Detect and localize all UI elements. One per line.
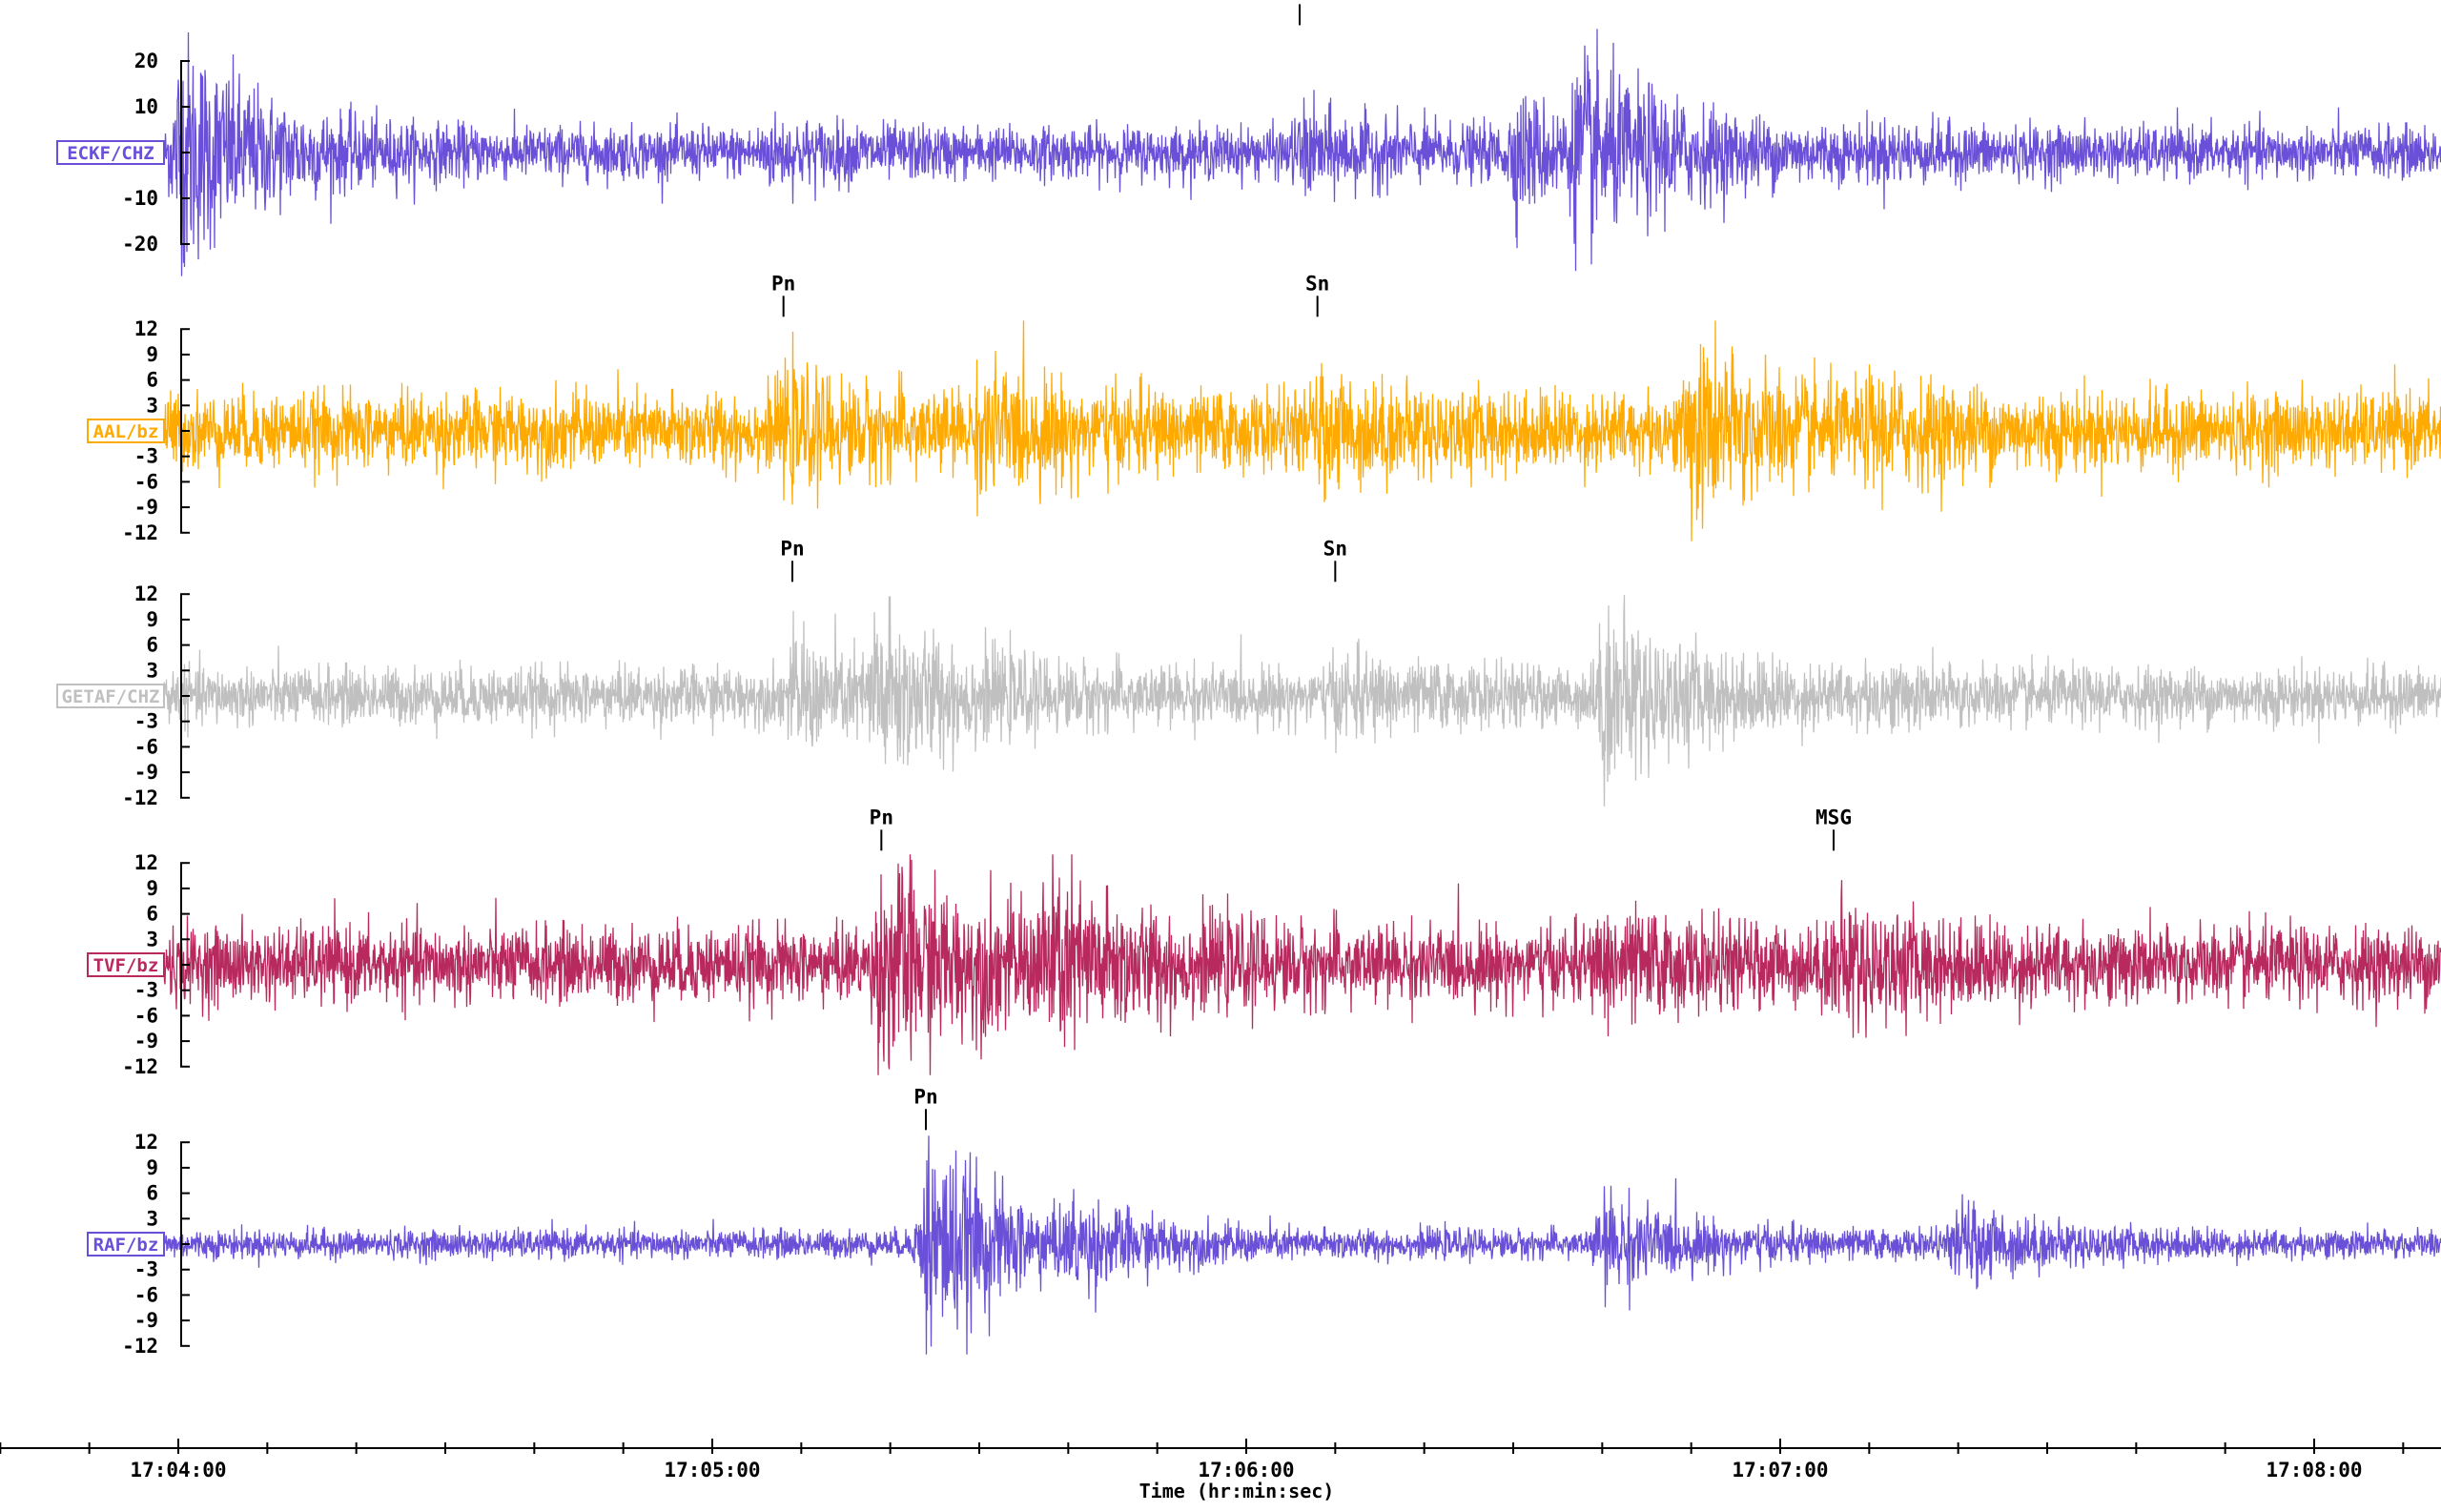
x-tick-label: 17:07:00 — [1732, 1459, 1828, 1481]
y-tick-label: 9 — [146, 1156, 158, 1179]
station-label-box — [87, 1232, 165, 1257]
station-label-box — [87, 419, 165, 443]
trace-panel-tvf-bz: 12 9 63 -3-6 -9 -12 TVF/bz Pn MSG — [87, 806, 2441, 1078]
x-tick-label: 17:04:00 — [130, 1459, 226, 1481]
y-tick-label: 12 — [134, 317, 158, 340]
y-tick-label: -12 — [122, 521, 158, 544]
station-label-box — [87, 952, 165, 977]
y-tick-label: 3 — [146, 928, 158, 950]
y-tick-label: 20 — [134, 50, 158, 72]
y-tick-label: -9 — [134, 1309, 158, 1332]
y-tick-label: 6 — [146, 634, 158, 657]
y-tick-label: 3 — [146, 394, 158, 417]
y-tick-label: -3 — [134, 710, 158, 733]
station-label: RAF/bz — [93, 1235, 159, 1256]
y-tick-label: 6 — [146, 369, 158, 392]
y-tick-label: 12 — [134, 1131, 158, 1154]
y-tick-label: -3 — [134, 979, 158, 1002]
traces-layer: 2010-10-20ECKF/CHZSn12963-3-6-9-12AAL/bz… — [56, 0, 2441, 1358]
station-label-box — [56, 140, 165, 165]
x-tick-label: 17:06:00 — [1198, 1459, 1294, 1481]
waveform-line — [163, 1135, 2441, 1355]
trace-panel-eckf-chz: 20 10 -10 -20 ECKF/CHZ Sn — [56, 0, 2441, 276]
y-tick-label: -10 — [122, 187, 158, 210]
y-tick-label: -9 — [134, 496, 158, 519]
phase-pick-label: Sn — [1305, 272, 1329, 295]
y-tick-label: -12 — [122, 787, 158, 809]
phase-pick-label: Sn — [1323, 537, 1347, 560]
y-tick-label: -12 — [122, 1055, 158, 1078]
x-tick-label: 17:05:00 — [664, 1459, 760, 1481]
phase-pick-label: Pn — [771, 272, 795, 295]
y-tick-label: 10 — [134, 95, 158, 118]
phase-pick-label: Sn — [1287, 0, 1311, 3]
y-tick-label: -6 — [134, 735, 158, 758]
y-tick-label: -6 — [134, 1004, 158, 1027]
trace-panel-raf-bz: 129 63 -3-6 -9 -12 RAF/bz Pn — [87, 1085, 2441, 1358]
y-tick-label: 3 — [146, 1207, 158, 1230]
phase-pick-label: Pn — [780, 537, 804, 560]
waveform-line — [163, 595, 2441, 807]
y-tick-label: -12 — [122, 1335, 158, 1358]
time-axis-title: Time (hr:min:sec) — [1139, 1480, 1335, 1502]
y-tick-label: 3 — [146, 659, 158, 682]
station-label-box — [56, 684, 165, 708]
y-tick-label: 12 — [134, 851, 158, 874]
y-tick-label: 6 — [146, 1182, 158, 1205]
trace-panel-getaf-chz: 12 9 63 -3-6 -9 -12 GETAF/CHZ Pn Sn — [56, 537, 2441, 809]
waveform-line — [163, 320, 2441, 541]
x-tick-label: 17:08:00 — [2266, 1459, 2362, 1481]
y-tick-label: -9 — [134, 761, 158, 784]
y-tick-label: -6 — [134, 470, 158, 493]
y-tick-label: 12 — [134, 582, 158, 605]
y-tick-label: 9 — [146, 877, 158, 900]
y-tick-label: 9 — [146, 608, 158, 631]
phase-pick-label: MSG — [1815, 806, 1852, 828]
station-label: GETAF/CHZ — [62, 686, 160, 707]
y-tick-label: -3 — [134, 1258, 158, 1281]
phase-pick-label: Pn — [913, 1085, 937, 1108]
trace-panel-aal-bz: 12 9 63 -3-6 -9-12 AAL/bz Pn Sn — [87, 272, 2441, 544]
waveform-line — [163, 29, 2441, 276]
y-tick-label: -6 — [134, 1283, 158, 1306]
waveform-line — [163, 854, 2441, 1075]
time-axis: 17:04:00 17:05:00 17:06:00 17:07:00 17:08:00 — [0, 1439, 2441, 1481]
y-tick-label: -9 — [134, 1030, 158, 1052]
station-label: TVF/bz — [93, 955, 159, 976]
y-tick-label: 9 — [146, 343, 158, 366]
station-label: ECKF/CHZ — [67, 143, 154, 164]
y-tick-label: -3 — [134, 445, 158, 468]
y-tick-label: 6 — [146, 903, 158, 926]
y-tick-label: -20 — [122, 233, 158, 255]
phase-pick-label: Pn — [870, 806, 893, 828]
station-label: AAL/bz — [93, 421, 159, 442]
